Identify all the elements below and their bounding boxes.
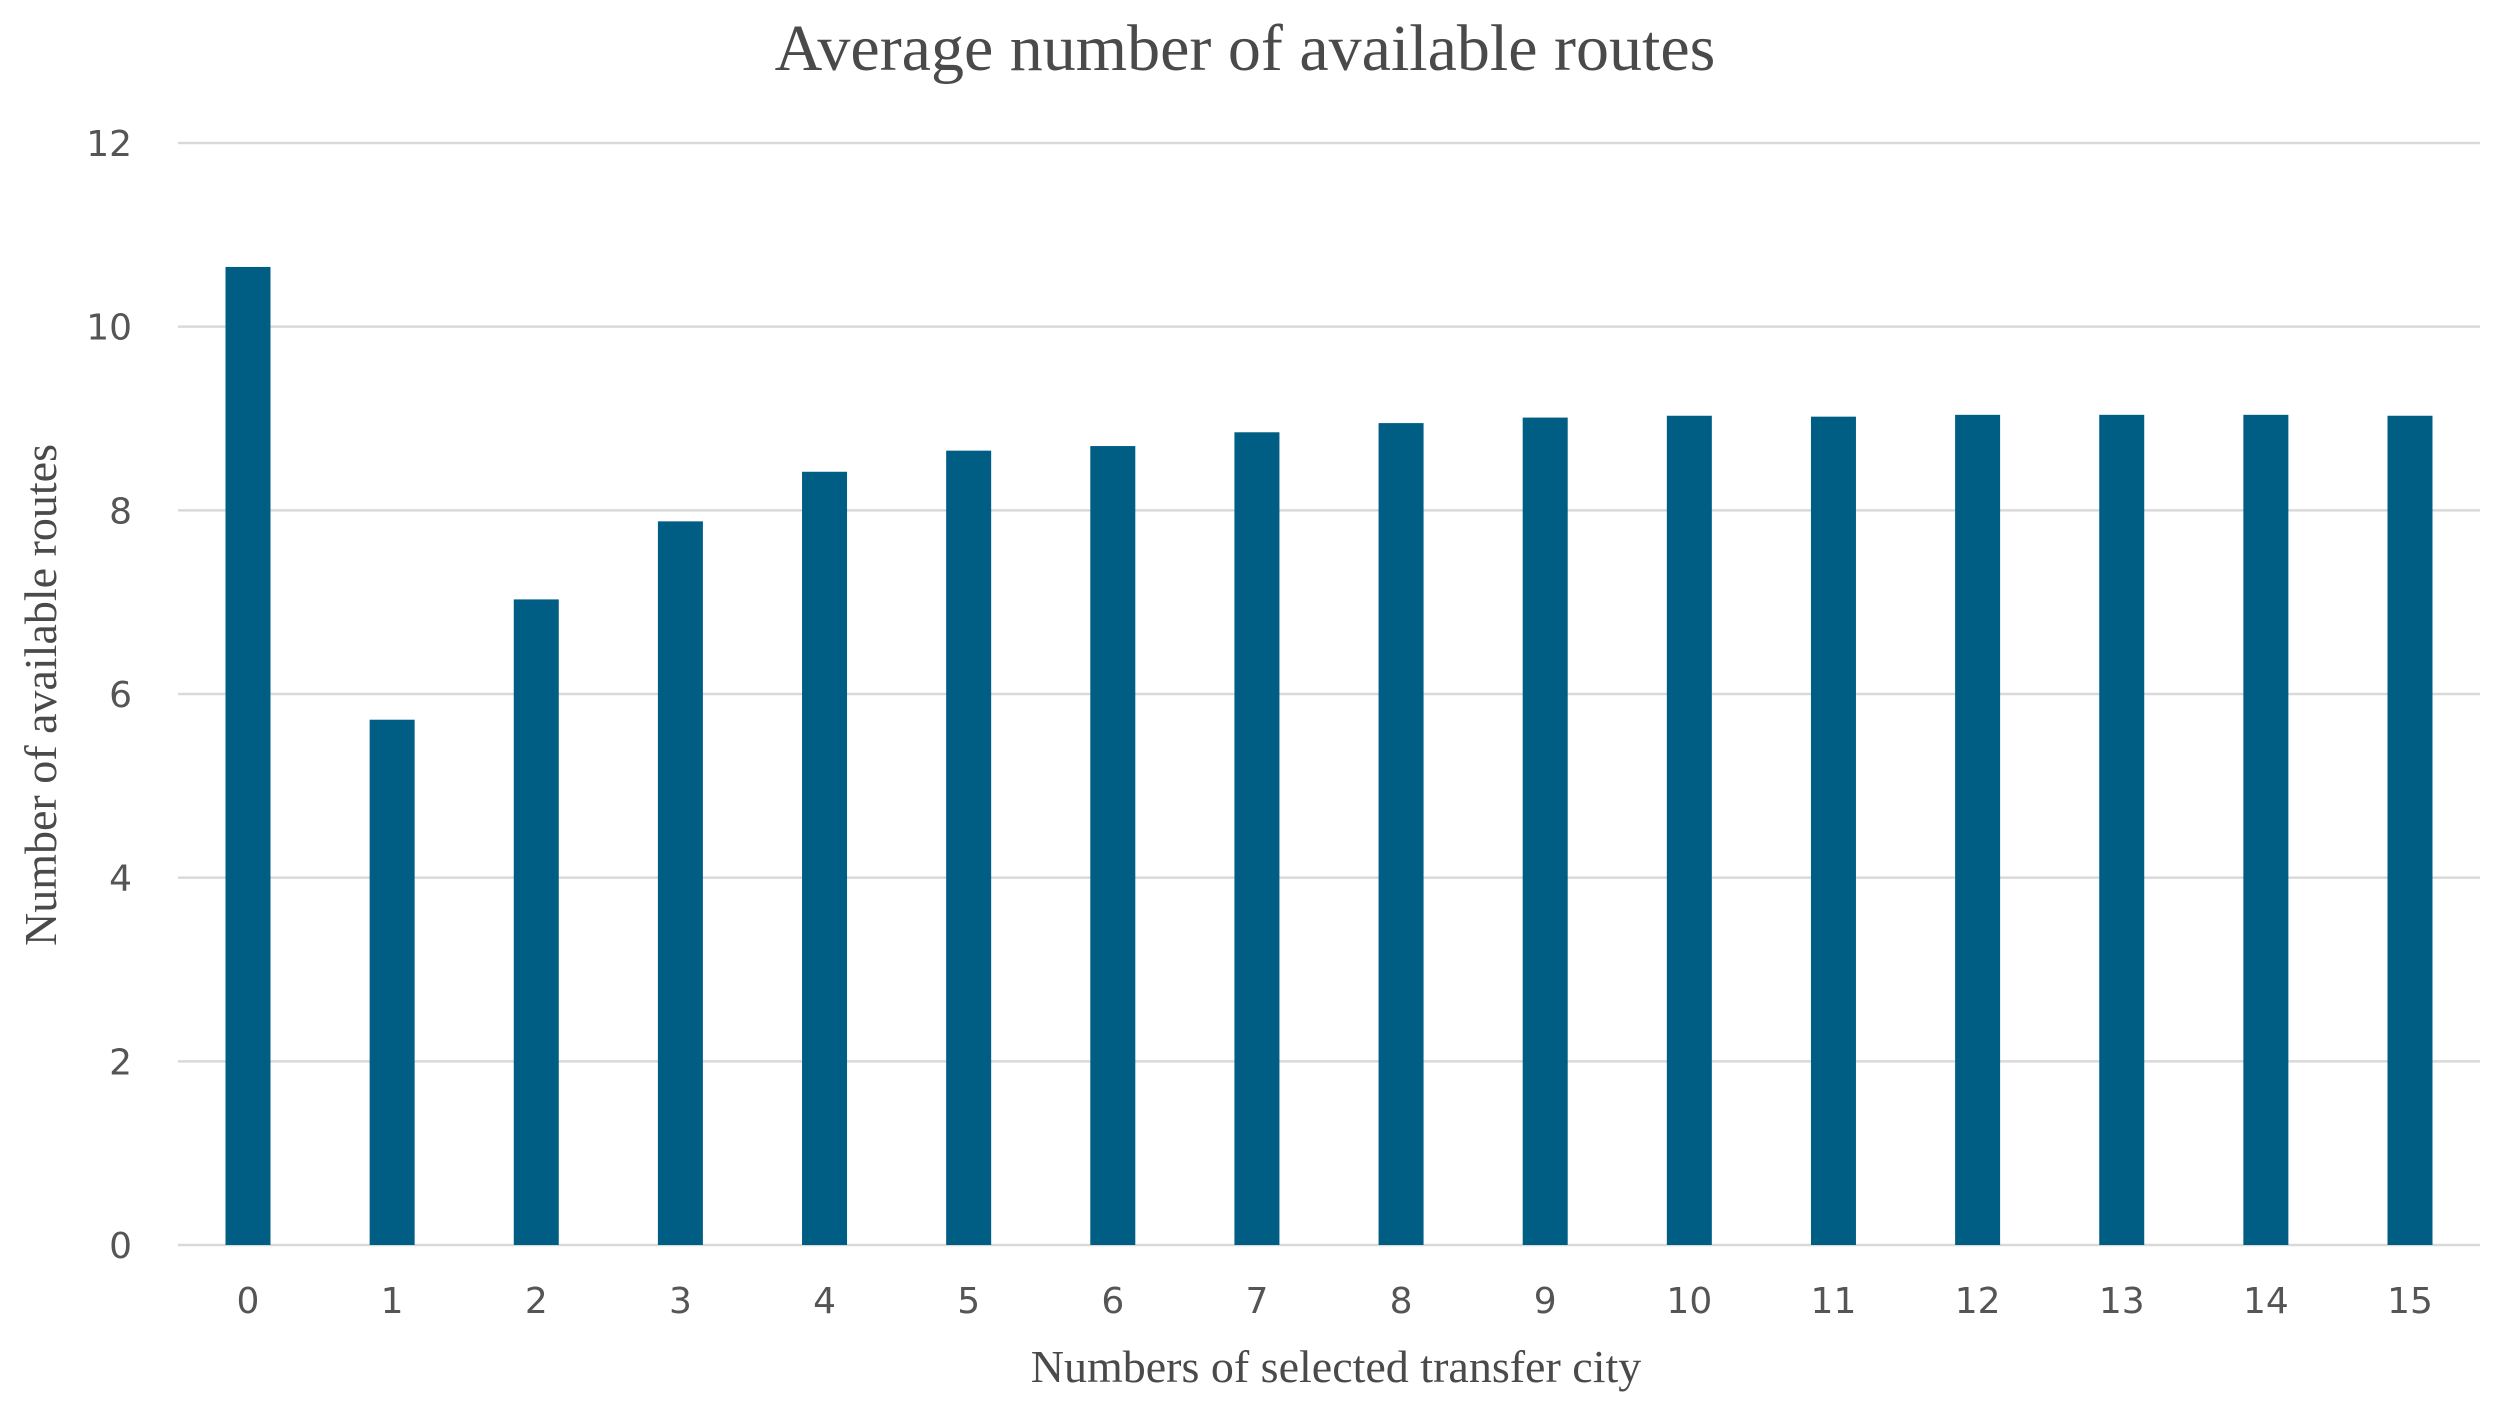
bar bbox=[2243, 414, 2289, 1245]
bar bbox=[225, 266, 271, 1246]
x-tick-label: 0 bbox=[237, 1281, 260, 1322]
bar bbox=[946, 450, 992, 1245]
y-axis-title: Number of available routes bbox=[15, 444, 66, 946]
bar bbox=[513, 599, 559, 1245]
bars bbox=[225, 266, 2433, 1246]
x-tick-label: 12 bbox=[1955, 1281, 2001, 1322]
x-tick-label: 10 bbox=[1666, 1281, 1712, 1322]
bar bbox=[1090, 446, 1136, 1245]
bar bbox=[1234, 432, 1280, 1245]
y-axis-tick-labels: 0 2 4 6 8 10 12 bbox=[86, 124, 132, 1267]
x-tick-label: 8 bbox=[1390, 1281, 1413, 1322]
x-tick-label: 1 bbox=[381, 1281, 404, 1322]
y-tick-label: 10 bbox=[86, 308, 132, 349]
x-axis-title: Numbers of selected transfer city bbox=[1031, 1341, 1642, 1392]
x-tick-label: 14 bbox=[2243, 1281, 2289, 1322]
y-tick-label: 6 bbox=[109, 675, 132, 716]
x-tick-label: 13 bbox=[2099, 1281, 2145, 1322]
x-axis-tick-labels: 0 1 2 3 4 5 6 7 8 9 10 11 12 13 14 15 bbox=[237, 1281, 2433, 1322]
bar bbox=[1810, 416, 1856, 1245]
x-tick-label: 9 bbox=[1534, 1281, 1557, 1322]
gridlines bbox=[178, 141, 2480, 1247]
x-tick-label: 5 bbox=[957, 1281, 980, 1322]
x-tick-label: 15 bbox=[2387, 1281, 2433, 1322]
x-tick-label: 6 bbox=[1101, 1281, 1124, 1322]
bar bbox=[1666, 415, 1712, 1245]
bar bbox=[369, 719, 415, 1245]
bar bbox=[2099, 414, 2145, 1245]
y-tick-label: 4 bbox=[109, 859, 132, 900]
y-tick-label: 12 bbox=[86, 124, 132, 165]
y-tick-label: 2 bbox=[109, 1042, 132, 1083]
bar bbox=[1378, 423, 1424, 1245]
bar bbox=[1955, 414, 2001, 1245]
x-tick-label: 4 bbox=[813, 1281, 836, 1322]
bar bbox=[802, 471, 848, 1246]
y-tick-label: 0 bbox=[109, 1226, 132, 1267]
bar bbox=[657, 521, 703, 1245]
bar bbox=[2387, 415, 2433, 1245]
x-tick-label: 7 bbox=[1245, 1281, 1268, 1322]
x-tick-label: 3 bbox=[669, 1281, 692, 1322]
bar bbox=[1522, 417, 1568, 1245]
chart-title: Average number of available routes bbox=[775, 12, 1716, 85]
x-tick-label: 11 bbox=[1811, 1281, 1857, 1322]
y-tick-label: 8 bbox=[109, 491, 132, 532]
x-tick-label: 2 bbox=[525, 1281, 548, 1322]
